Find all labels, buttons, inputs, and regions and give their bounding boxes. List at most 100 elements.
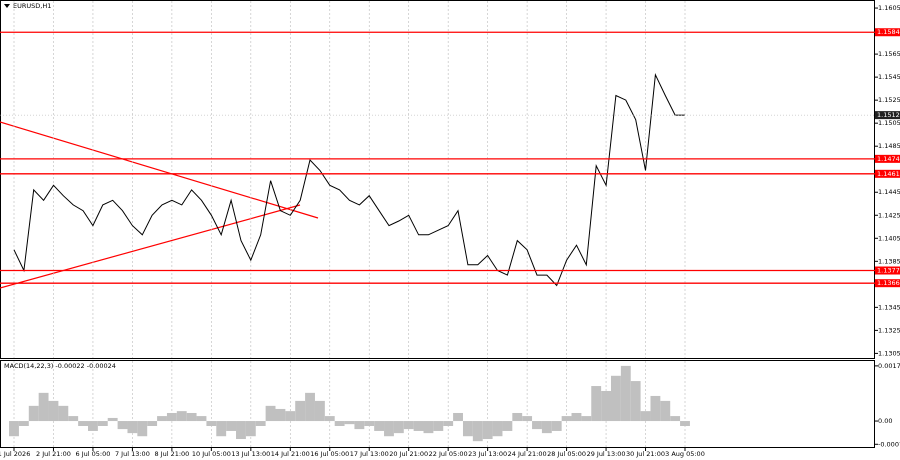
chart-title: EURUSD,H1 bbox=[13, 2, 51, 10]
y-tick-label: 1.1505 bbox=[878, 119, 900, 127]
menu-triangle[interactable] bbox=[4, 4, 10, 8]
macd-bar bbox=[541, 421, 552, 434]
current-price-box bbox=[875, 111, 900, 120]
macd-bar bbox=[344, 421, 355, 425]
macd-bar bbox=[9, 421, 19, 437]
macd-bar bbox=[107, 417, 118, 422]
macd-bar bbox=[512, 412, 523, 422]
level-label-box bbox=[875, 169, 900, 178]
y-tick-label: 1.1565 bbox=[878, 50, 900, 58]
macd-bar bbox=[166, 412, 177, 422]
macd-bar bbox=[38, 392, 49, 422]
macd-title: MACD(14,22,3) -0.00022 -0.00024 bbox=[4, 362, 116, 370]
macd-bar bbox=[275, 408, 286, 422]
macd-bar bbox=[433, 421, 444, 431]
macd-bar bbox=[295, 400, 306, 422]
macd-bar bbox=[226, 421, 237, 431]
macd-bar bbox=[236, 421, 246, 440]
level-label-box bbox=[875, 266, 900, 275]
macd-bar bbox=[48, 400, 59, 422]
level-label: 1.1366 bbox=[877, 279, 900, 287]
y-tick-label: 1.1325 bbox=[878, 326, 900, 334]
y-tick-label: 1.1385 bbox=[878, 257, 900, 265]
x-tick-label: 16 Jul 05:00 bbox=[310, 450, 349, 458]
main-pane-border bbox=[0, 0, 875, 359]
macd-bar bbox=[462, 421, 473, 437]
macd-bar bbox=[384, 421, 394, 437]
macd-bar bbox=[453, 412, 463, 422]
macd-bar bbox=[561, 416, 572, 422]
level-label-box bbox=[875, 279, 900, 288]
macd-bar bbox=[670, 416, 681, 422]
macd-bar bbox=[97, 421, 108, 426]
macd-bar bbox=[117, 421, 128, 430]
macd-bar bbox=[157, 416, 167, 422]
macd-bar bbox=[620, 365, 631, 422]
level-label: 1.1377 bbox=[877, 267, 900, 275]
macd-bar bbox=[364, 421, 375, 426]
x-tick-label: 14 Jul 21:00 bbox=[271, 450, 310, 458]
x-tick-label: 6 Jul 05:00 bbox=[76, 450, 111, 458]
level-label-box bbox=[875, 154, 900, 163]
x-tick-label: 1 Jul 2026 bbox=[0, 450, 30, 458]
macd-bar bbox=[423, 421, 434, 434]
macd-bar bbox=[186, 412, 197, 422]
macd-bar bbox=[18, 421, 29, 426]
y-tick-label: 0.00 bbox=[878, 417, 892, 425]
x-tick-label: 7 Jul 13:00 bbox=[115, 450, 150, 458]
trendline bbox=[0, 121, 319, 219]
macd-bar bbox=[522, 416, 533, 422]
macd-bar bbox=[245, 421, 256, 437]
macd-bar bbox=[265, 405, 276, 422]
x-tick-label: 22 Jul 05:00 bbox=[429, 450, 468, 458]
x-tick-label: 13 Jul 13:00 bbox=[231, 450, 270, 458]
level-label: 1.1474 bbox=[877, 155, 900, 163]
y-tick-label: 1.1525 bbox=[878, 96, 900, 104]
level-label: 1.1461 bbox=[877, 170, 900, 178]
macd-bar bbox=[640, 411, 651, 422]
macd-bar bbox=[206, 421, 217, 426]
macd-bar bbox=[551, 421, 562, 431]
macd-bar bbox=[502, 421, 513, 431]
level-label-box bbox=[875, 28, 900, 37]
y-tick-label: 1.1445 bbox=[878, 188, 900, 196]
price-line bbox=[13, 72, 685, 287]
macd-bar bbox=[403, 421, 414, 430]
trendline bbox=[0, 204, 301, 289]
x-tick-label: 2 Jul 21:00 bbox=[36, 450, 71, 458]
current-price-label: 1.1512 bbox=[877, 111, 900, 119]
x-tick-label: 10 Jul 05:00 bbox=[192, 450, 231, 458]
macd-bar bbox=[492, 421, 503, 437]
macd-bar bbox=[413, 421, 424, 431]
macd-bar bbox=[285, 411, 296, 422]
macd-bar bbox=[581, 416, 592, 422]
macd-bar bbox=[305, 392, 315, 422]
x-tick-label: 3 Aug 05:00 bbox=[665, 450, 705, 458]
x-tick-label: 8 Jul 21:00 bbox=[154, 450, 189, 458]
macd-bar bbox=[650, 395, 661, 422]
macd-bar bbox=[374, 421, 385, 431]
macd-bar bbox=[334, 421, 345, 426]
macd-bar bbox=[601, 390, 611, 422]
macd-bar bbox=[88, 421, 98, 431]
macd-bar bbox=[147, 421, 158, 426]
x-tick-label: 20 Jul 21:00 bbox=[389, 450, 428, 458]
y-tick-label: 1.1425 bbox=[878, 211, 900, 219]
y-tick-label: 1.1485 bbox=[878, 142, 900, 150]
x-tick-label: 29 Jul 13:00 bbox=[587, 450, 626, 458]
y-tick-label: 1.1405 bbox=[878, 234, 900, 242]
y-tick-label: 1.1345 bbox=[878, 303, 900, 311]
macd-bar bbox=[68, 416, 79, 422]
macd-bar bbox=[660, 400, 671, 422]
x-tick-label: 30 Jul 21:00 bbox=[626, 450, 665, 458]
macd-bar bbox=[393, 421, 404, 434]
macd-bar bbox=[176, 411, 187, 422]
macd-bar bbox=[630, 381, 641, 422]
level-label: 1.1584 bbox=[877, 28, 900, 36]
x-tick-label: 24 Jul 21:00 bbox=[508, 450, 547, 458]
macd-bar bbox=[482, 421, 493, 440]
y-tick-label: 1.1545 bbox=[878, 73, 900, 81]
macd-bar bbox=[255, 421, 266, 426]
